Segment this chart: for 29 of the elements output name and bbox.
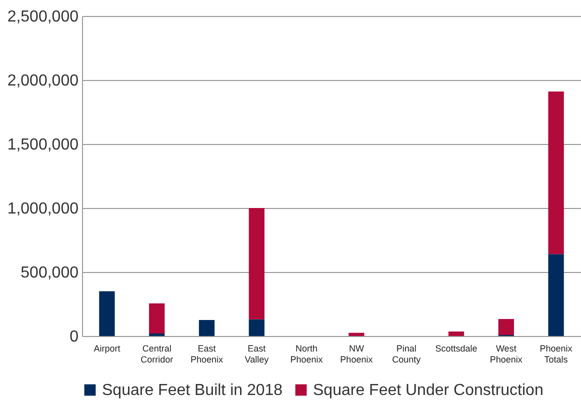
x-tick-label: Central Corridor <box>140 344 174 364</box>
legend-label: Square Feet Under Construction <box>313 382 544 399</box>
x-tick-label: Scottsdale <box>435 344 478 354</box>
bar <box>498 318 514 335</box>
bar <box>198 320 215 336</box>
y-tick-label: 1,000,000 <box>7 200 79 218</box>
bar <box>248 319 264 336</box>
bar <box>548 92 564 254</box>
x-tick-label: East Valley <box>244 344 270 364</box>
x-tick-label: North Phoenix <box>290 344 324 364</box>
y-tick-label: 500,000 <box>20 264 79 282</box>
x-tick-label: Phoenix Totals <box>540 344 573 364</box>
y-tick-label: 2,000,000 <box>7 72 79 90</box>
y-tick-label: 0 <box>70 328 79 346</box>
bar <box>248 208 264 320</box>
x-tick-label: East Phoenix <box>190 344 224 364</box>
bar <box>149 333 165 336</box>
x-tick-label: NW Phoenix <box>340 344 374 364</box>
y-tick-label: 2,500,000 <box>7 8 79 26</box>
bar <box>99 291 115 336</box>
bar <box>348 332 364 336</box>
y-tick-label: 1,500,000 <box>7 136 79 154</box>
legend-label: Square Feet Built in 2018 <box>102 382 283 399</box>
bar <box>149 303 165 334</box>
bar <box>448 332 464 336</box>
x-tick-label: West Phoenix <box>490 344 523 364</box>
x-tick-label: Pinal County <box>392 344 422 364</box>
bar <box>548 254 564 336</box>
x-tick-label: Airport <box>94 344 121 354</box>
